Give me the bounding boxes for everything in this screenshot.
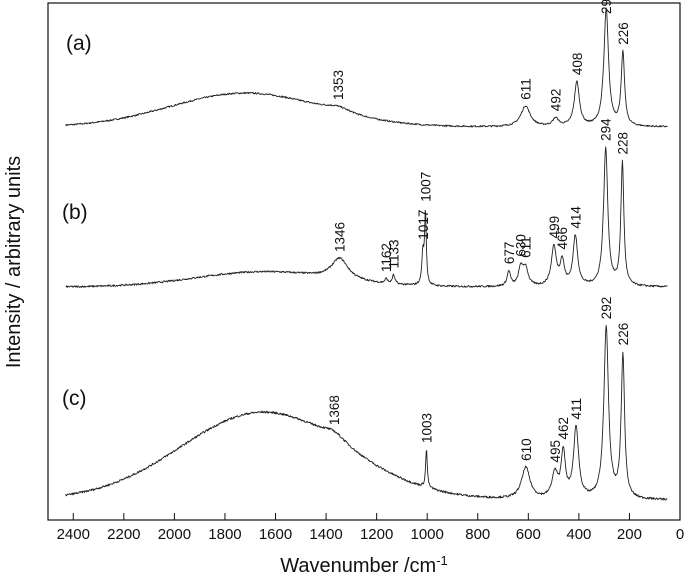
peak-label: 1368: [327, 395, 342, 425]
peak-label: 492: [549, 89, 564, 112]
x-tick-label: 200: [617, 526, 642, 543]
peak-label: 292: [599, 297, 614, 320]
x-tick-label: 2000: [158, 526, 191, 543]
peak-label: 611: [519, 236, 534, 258]
peak-label: 1346: [333, 222, 348, 252]
x-tick-label: 1200: [360, 526, 393, 543]
peak-label: 226: [616, 323, 631, 346]
peak-label: 1133: [387, 240, 402, 269]
x-tick-label: 0: [676, 526, 684, 543]
peak-label: 630: [514, 234, 529, 257]
spectrum-line: [65, 324, 668, 501]
x-tick-label: 800: [465, 526, 490, 543]
panel-label: (c): [62, 387, 87, 410]
spectrum-line: [65, 7, 668, 128]
peak-labels: 1353 611 492408292226134611621133101710076…: [327, 0, 631, 463]
peak-label: 611: [519, 78, 534, 100]
peak-label: 1003: [419, 413, 434, 443]
peak-label: 226: [616, 22, 631, 45]
peak-label: 495: [548, 440, 563, 463]
x-tick-label: 2400: [57, 526, 90, 543]
x-axis-title: Wavenumber /cm-1: [280, 553, 448, 578]
peak-label: 411: [569, 398, 584, 420]
peak-label: 292: [599, 0, 614, 14]
x-tick-label: 2200: [107, 526, 140, 543]
x-tick-label: 1400: [309, 526, 342, 543]
y-axis-title: Intensity / arbitrary units: [3, 156, 25, 368]
x-tick-label: 400: [566, 526, 591, 543]
peak-label: 610: [519, 438, 534, 461]
peak-label: 228: [615, 132, 630, 155]
peak-label: 1162: [379, 243, 394, 272]
spectrum-line: [65, 146, 668, 288]
peak-label: 499: [547, 216, 562, 239]
x-tick-label: 1800: [208, 526, 241, 543]
peak-label: 1007: [418, 172, 433, 202]
x-tick-label: 1000: [411, 526, 444, 543]
peak-label: 462: [556, 417, 571, 440]
peak-label: 1017: [416, 210, 431, 240]
x-tick-label: 1600: [259, 526, 292, 543]
x-tick-label: 600: [516, 526, 541, 543]
peak-label: 466: [555, 227, 570, 250]
peak-label: 414: [568, 206, 583, 229]
panel-label: (a): [66, 32, 92, 55]
spectra-group: [65, 7, 668, 501]
plot-frame: [47, 2, 681, 521]
peak-label: 1353: [331, 70, 346, 100]
panel-labels: (a) (b) (c): [62, 32, 92, 410]
peak-label: 677: [502, 242, 517, 265]
x-axis-ticks: 2400 2200 2000 1800 1600 1400 1200 1000 800 600 40…: [57, 513, 684, 543]
panel-label: (b): [62, 201, 88, 224]
peak-label: 294: [599, 118, 614, 141]
peak-label: 408: [570, 53, 585, 76]
